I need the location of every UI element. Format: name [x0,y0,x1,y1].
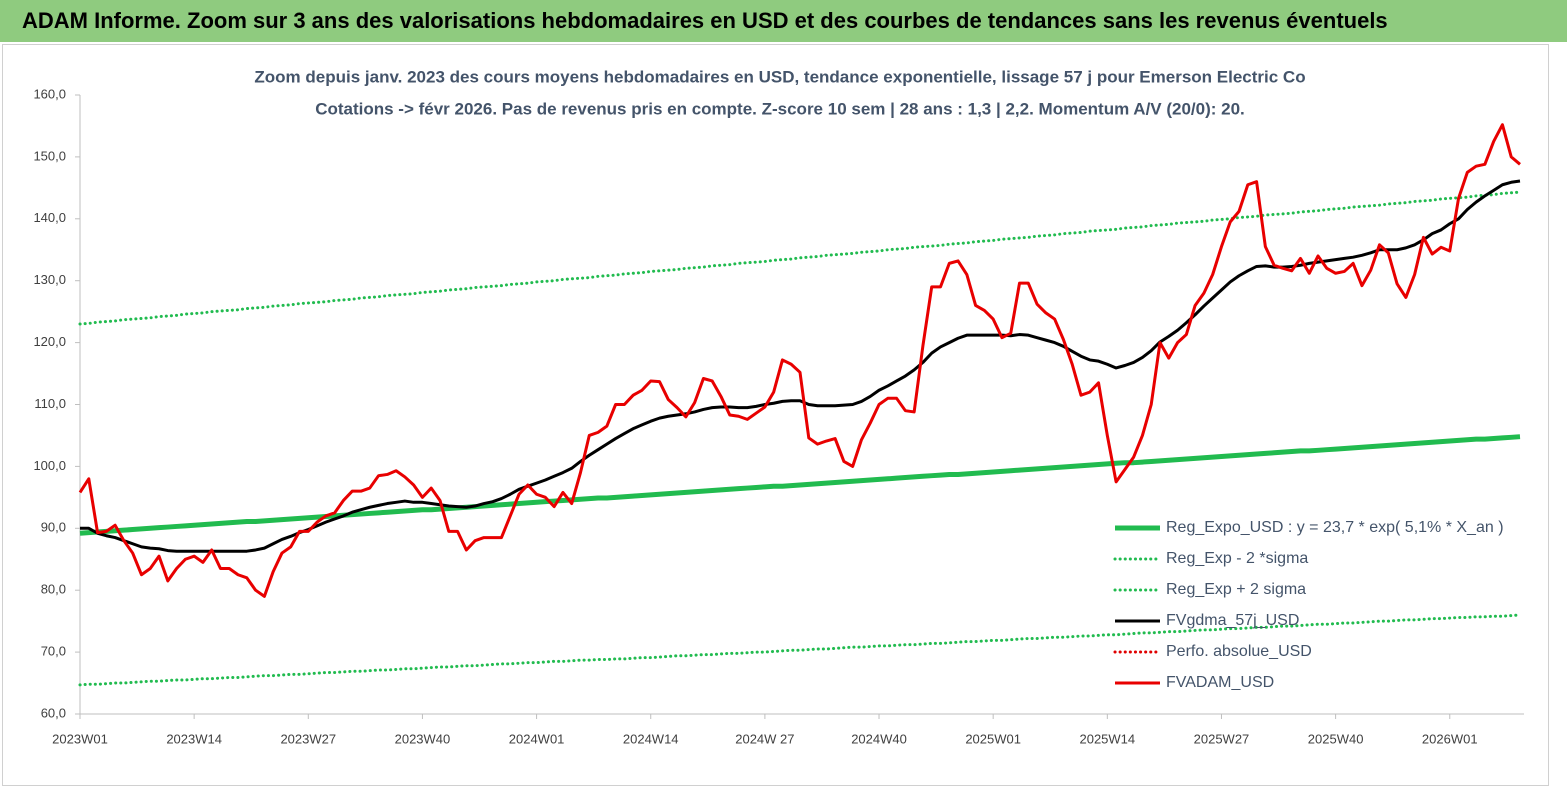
y-tick-label: 140,0 [33,210,66,225]
series-line [80,179,1521,553]
chart-panel [2,44,1549,786]
y-tick-label: 130,0 [33,272,66,287]
y-tick-label: 150,0 [33,148,66,163]
x-tick-label: 2023W40 [395,731,451,746]
y-tick-label: 70,0 [41,644,66,659]
x-tick-label: 2024W40 [851,731,907,746]
x-tick-label: 2024W 27 [735,731,794,746]
y-tick-label: 120,0 [33,334,66,349]
x-tick-label: 2025W40 [1308,731,1364,746]
legend-label: FVADAM_USD [1166,674,1274,691]
y-tick-label: 90,0 [41,520,66,535]
chart-title: Zoom depuis janv. 2023 des cours moyens … [254,67,1305,86]
legend-label: Perfo. absolue_USD [1166,643,1312,660]
x-tick-label: 2025W27 [1194,731,1250,746]
series-line [78,613,1522,687]
series-line [78,190,1522,326]
y-tick-label: 160,0 [33,86,66,101]
y-tick-label: 100,0 [33,458,66,473]
y-tick-label: 60,0 [41,705,66,720]
legend-label: Reg_Exp - 2 *sigma [1166,550,1308,567]
x-tick-label: 2025W01 [965,731,1021,746]
series-line [79,434,1521,536]
x-tick-label: 2026W01 [1422,731,1478,746]
x-tick-label: 2023W27 [280,731,336,746]
y-tick-label: 110,0 [34,396,66,411]
legend-label: FVgdma_57j_USD [1166,612,1299,629]
x-tick-label: 2023W14 [166,731,222,746]
legend-label: Reg_Exp + 2 sigma [1166,581,1306,598]
x-tick-label: 2024W01 [509,731,565,746]
x-tick-label: 2024W14 [623,731,679,746]
legend-label: Reg_Expo_USD : y = 23,7 * exp( 5,1% * X_… [1166,519,1504,536]
x-tick-label: 2025W14 [1079,731,1135,746]
series-line [78,123,1521,598]
banner-title: ADAM Informe. Zoom sur 3 ans des valoris… [22,8,1388,33]
x-tick-label: 2023W01 [52,731,108,746]
chart-subtitle: Cotations -> févr 2026. Pas de revenus p… [315,99,1245,118]
y-tick-label: 80,0 [41,582,66,597]
banner: ADAM Informe. Zoom sur 3 ans des valoris… [0,0,1567,42]
